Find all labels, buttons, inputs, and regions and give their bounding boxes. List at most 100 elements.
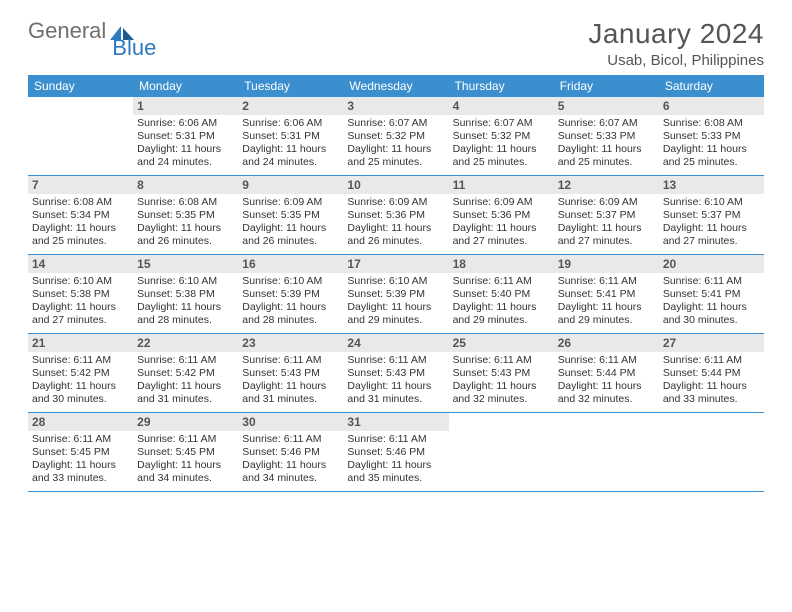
calendar-cell: 11Sunrise: 6:09 AMSunset: 5:36 PMDayligh… (449, 176, 554, 255)
day-number: 8 (133, 176, 238, 194)
day-number: 23 (238, 334, 343, 352)
daylight-line-2: and 26 minutes. (242, 235, 339, 248)
sunrise-line: Sunrise: 6:11 AM (32, 433, 129, 446)
daylight-line-2: and 29 minutes. (453, 314, 550, 327)
daylight-line-2: and 26 minutes. (137, 235, 234, 248)
calendar-cell: 5Sunrise: 6:07 AMSunset: 5:33 PMDaylight… (554, 97, 659, 176)
day-details: Sunrise: 6:11 AMSunset: 5:40 PMDaylight:… (449, 273, 554, 333)
daylight-line-1: Daylight: 11 hours (663, 380, 760, 393)
sunset-line: Sunset: 5:44 PM (663, 367, 760, 380)
sunset-line: Sunset: 5:31 PM (137, 130, 234, 143)
day-details: Sunrise: 6:08 AMSunset: 5:35 PMDaylight:… (133, 194, 238, 254)
daylight-line-1: Daylight: 11 hours (558, 222, 655, 235)
daylight-line-2: and 35 minutes. (347, 472, 444, 485)
daylight-line-2: and 28 minutes. (242, 314, 339, 327)
sunrise-line: Sunrise: 6:08 AM (32, 196, 129, 209)
sunset-line: Sunset: 5:46 PM (347, 446, 444, 459)
sunrise-line: Sunrise: 6:11 AM (558, 354, 655, 367)
sunset-line: Sunset: 5:44 PM (558, 367, 655, 380)
sunset-line: Sunset: 5:31 PM (242, 130, 339, 143)
calendar-cell: 1Sunrise: 6:06 AMSunset: 5:31 PMDaylight… (133, 97, 238, 176)
daylight-line-1: Daylight: 11 hours (347, 222, 444, 235)
sunset-line: Sunset: 5:43 PM (347, 367, 444, 380)
calendar-week-row: 1Sunrise: 6:06 AMSunset: 5:31 PMDaylight… (28, 97, 764, 176)
daylight-line-2: and 34 minutes. (137, 472, 234, 485)
calendar-cell: 20Sunrise: 6:11 AMSunset: 5:41 PMDayligh… (659, 255, 764, 334)
daylight-line-2: and 27 minutes. (663, 235, 760, 248)
sunset-line: Sunset: 5:32 PM (347, 130, 444, 143)
daylight-line-2: and 24 minutes. (242, 156, 339, 169)
sunset-line: Sunset: 5:35 PM (137, 209, 234, 222)
daylight-line-2: and 33 minutes. (32, 472, 129, 485)
day-details: Sunrise: 6:11 AMSunset: 5:42 PMDaylight:… (28, 352, 133, 412)
calendar-cell: 12Sunrise: 6:09 AMSunset: 5:37 PMDayligh… (554, 176, 659, 255)
sunset-line: Sunset: 5:43 PM (242, 367, 339, 380)
day-number: 3 (343, 97, 448, 115)
calendar-cell: 8Sunrise: 6:08 AMSunset: 5:35 PMDaylight… (133, 176, 238, 255)
day-details: Sunrise: 6:09 AMSunset: 5:36 PMDaylight:… (343, 194, 448, 254)
day-number: 16 (238, 255, 343, 273)
daylight-line-1: Daylight: 11 hours (137, 301, 234, 314)
calendar-week-row: 21Sunrise: 6:11 AMSunset: 5:42 PMDayligh… (28, 334, 764, 413)
sunrise-line: Sunrise: 6:06 AM (137, 117, 234, 130)
sunrise-line: Sunrise: 6:11 AM (137, 433, 234, 446)
daylight-line-2: and 28 minutes. (137, 314, 234, 327)
day-details: Sunrise: 6:08 AMSunset: 5:34 PMDaylight:… (28, 194, 133, 254)
sunrise-line: Sunrise: 6:11 AM (242, 354, 339, 367)
daylight-line-1: Daylight: 11 hours (558, 301, 655, 314)
calendar-cell: 6Sunrise: 6:08 AMSunset: 5:33 PMDaylight… (659, 97, 764, 176)
day-details: Sunrise: 6:11 AMSunset: 5:42 PMDaylight:… (133, 352, 238, 412)
day-number: 17 (343, 255, 448, 273)
sunrise-line: Sunrise: 6:07 AM (558, 117, 655, 130)
sunset-line: Sunset: 5:36 PM (347, 209, 444, 222)
calendar-cell: 4Sunrise: 6:07 AMSunset: 5:32 PMDaylight… (449, 97, 554, 176)
calendar-cell: 18Sunrise: 6:11 AMSunset: 5:40 PMDayligh… (449, 255, 554, 334)
sunrise-line: Sunrise: 6:09 AM (558, 196, 655, 209)
daylight-line-1: Daylight: 11 hours (32, 222, 129, 235)
day-number: 29 (133, 413, 238, 431)
calendar-cell: 19Sunrise: 6:11 AMSunset: 5:41 PMDayligh… (554, 255, 659, 334)
sunset-line: Sunset: 5:36 PM (453, 209, 550, 222)
day-details: Sunrise: 6:07 AMSunset: 5:32 PMDaylight:… (343, 115, 448, 175)
calendar-week-row: 14Sunrise: 6:10 AMSunset: 5:38 PMDayligh… (28, 255, 764, 334)
location-subtitle: Usab, Bicol, Philippines (588, 52, 764, 69)
sunrise-line: Sunrise: 6:11 AM (663, 275, 760, 288)
day-details: Sunrise: 6:09 AMSunset: 5:37 PMDaylight:… (554, 194, 659, 254)
sunrise-line: Sunrise: 6:11 AM (453, 354, 550, 367)
calendar-cell: 13Sunrise: 6:10 AMSunset: 5:37 PMDayligh… (659, 176, 764, 255)
day-number: 25 (449, 334, 554, 352)
calendar-cell: 3Sunrise: 6:07 AMSunset: 5:32 PMDaylight… (343, 97, 448, 176)
daylight-line-1: Daylight: 11 hours (558, 380, 655, 393)
calendar-cell: 14Sunrise: 6:10 AMSunset: 5:38 PMDayligh… (28, 255, 133, 334)
sunset-line: Sunset: 5:38 PM (137, 288, 234, 301)
day-number: 27 (659, 334, 764, 352)
daylight-line-2: and 24 minutes. (137, 156, 234, 169)
day-details: Sunrise: 6:11 AMSunset: 5:45 PMDaylight:… (28, 431, 133, 491)
daylight-line-1: Daylight: 11 hours (453, 222, 550, 235)
weekday-header: Sunday (28, 75, 133, 97)
day-details: Sunrise: 6:10 AMSunset: 5:38 PMDaylight:… (133, 273, 238, 333)
daylight-line-1: Daylight: 11 hours (663, 143, 760, 156)
daylight-line-2: and 31 minutes. (242, 393, 339, 406)
sunset-line: Sunset: 5:41 PM (558, 288, 655, 301)
daylight-line-1: Daylight: 11 hours (663, 222, 760, 235)
sunset-line: Sunset: 5:34 PM (32, 209, 129, 222)
sunrise-line: Sunrise: 6:11 AM (558, 275, 655, 288)
daylight-line-2: and 25 minutes. (347, 156, 444, 169)
month-title: January 2024 (588, 18, 764, 50)
daylight-line-2: and 25 minutes. (558, 156, 655, 169)
sunrise-line: Sunrise: 6:10 AM (32, 275, 129, 288)
sunset-line: Sunset: 5:33 PM (663, 130, 760, 143)
day-number: 30 (238, 413, 343, 431)
calendar-cell: 21Sunrise: 6:11 AMSunset: 5:42 PMDayligh… (28, 334, 133, 413)
sunrise-line: Sunrise: 6:07 AM (347, 117, 444, 130)
sunrise-line: Sunrise: 6:10 AM (242, 275, 339, 288)
daylight-line-2: and 25 minutes. (453, 156, 550, 169)
daylight-line-1: Daylight: 11 hours (347, 301, 444, 314)
day-number: 21 (28, 334, 133, 352)
day-details: Sunrise: 6:11 AMSunset: 5:44 PMDaylight:… (554, 352, 659, 412)
sunset-line: Sunset: 5:39 PM (242, 288, 339, 301)
sunrise-line: Sunrise: 6:06 AM (242, 117, 339, 130)
day-details: Sunrise: 6:09 AMSunset: 5:36 PMDaylight:… (449, 194, 554, 254)
brand-blue: Blue (112, 35, 156, 61)
